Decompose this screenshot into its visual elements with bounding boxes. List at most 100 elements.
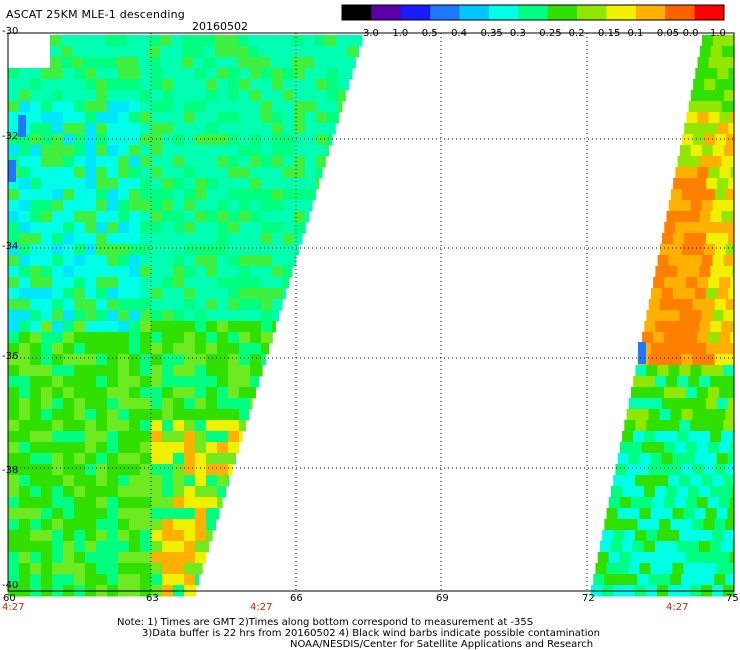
colorbar-label: -0.25 <box>535 28 562 39</box>
data-cell <box>8 398 20 410</box>
data-cell <box>129 156 141 168</box>
data-cell <box>250 79 262 91</box>
data-cell <box>195 101 207 113</box>
data-cell <box>261 299 273 311</box>
data-cell <box>74 211 86 223</box>
data-cell <box>228 464 233 476</box>
data-cell <box>721 211 733 223</box>
data-cell <box>195 453 207 465</box>
data-cell <box>701 255 714 267</box>
data-cell <box>217 387 229 399</box>
data-cell <box>96 486 108 498</box>
data-cell <box>677 211 689 223</box>
data-cell <box>162 442 174 454</box>
data-cell <box>195 167 207 179</box>
data-cell <box>708 277 720 289</box>
colorbar-label: 0.0 <box>682 28 699 39</box>
data-cell <box>694 288 707 300</box>
data-cell <box>724 35 735 47</box>
data-cell <box>118 365 130 377</box>
data-cell <box>140 266 152 278</box>
data-cell <box>206 101 218 113</box>
data-cell <box>63 464 75 476</box>
data-cell <box>305 134 317 146</box>
data-cell <box>228 101 240 113</box>
data-cell <box>195 321 207 333</box>
data-cell <box>140 178 152 190</box>
data-cell <box>8 277 20 289</box>
data-cell <box>129 90 141 102</box>
data-cell <box>118 167 130 179</box>
data-cell <box>173 354 185 366</box>
data-cell <box>250 343 262 355</box>
data-cell <box>193 57 205 69</box>
data-cell <box>151 266 163 278</box>
data-cell <box>96 112 108 124</box>
data-cell <box>732 376 735 388</box>
data-cell <box>683 453 696 465</box>
data-cell <box>659 519 671 531</box>
data-cell <box>316 167 323 179</box>
data-cell <box>206 299 218 311</box>
data-cell <box>162 299 174 311</box>
data-cell <box>701 145 714 157</box>
data-cell <box>129 442 141 454</box>
data-cell <box>162 79 174 91</box>
data-cell <box>173 189 185 201</box>
data-cell <box>195 508 207 520</box>
data-cell <box>74 365 86 377</box>
data-cell <box>151 409 163 421</box>
data-cell <box>41 123 53 135</box>
data-cell <box>8 453 20 465</box>
data-cell <box>661 563 673 575</box>
data-cell <box>107 145 119 157</box>
data-cell <box>195 277 207 289</box>
data-cell <box>96 442 108 454</box>
data-cell <box>162 387 174 399</box>
colorbar-label: 1.0 <box>710 28 726 39</box>
data-cell <box>206 354 218 366</box>
data-cell <box>228 354 240 366</box>
data-cell <box>151 101 163 113</box>
data-cell <box>63 453 75 465</box>
data-cell <box>652 497 665 509</box>
note-line-2: 3)Data buffer is 22 hrs from 20160502 4)… <box>142 628 600 639</box>
data-cell <box>272 134 284 146</box>
data-cell <box>41 442 53 454</box>
data-cell <box>41 332 53 344</box>
data-cell <box>261 211 273 223</box>
data-cell <box>217 200 229 212</box>
data-cell <box>195 90 207 102</box>
data-cell <box>184 178 196 190</box>
data-cell <box>261 332 273 344</box>
data-cell <box>697 277 709 289</box>
data-cell <box>118 530 130 542</box>
data-cell <box>173 398 185 410</box>
data-cell <box>8 519 20 531</box>
data-cell <box>646 475 658 487</box>
data-cell <box>30 288 42 300</box>
data-cell <box>668 365 680 377</box>
data-cell <box>63 310 75 322</box>
data-cell <box>129 431 141 443</box>
data-cell <box>127 46 139 58</box>
data-cell <box>162 574 174 586</box>
data-cell <box>217 266 229 278</box>
data-cell <box>19 398 31 410</box>
data-cell <box>692 354 705 366</box>
data-cell <box>195 475 207 487</box>
data-cell <box>731 486 735 498</box>
data-cell <box>184 288 196 300</box>
data-cell <box>250 101 262 113</box>
data-cell <box>140 343 152 355</box>
data-cell <box>118 200 130 212</box>
data-cell <box>19 321 31 333</box>
data-cell <box>206 277 218 289</box>
data-cell <box>140 310 152 322</box>
data-cell <box>261 167 273 179</box>
colorbar-swatch <box>547 5 578 20</box>
data-cell <box>173 343 185 355</box>
data-cell <box>228 365 240 377</box>
data-cell <box>52 365 64 377</box>
data-cell <box>217 409 229 421</box>
